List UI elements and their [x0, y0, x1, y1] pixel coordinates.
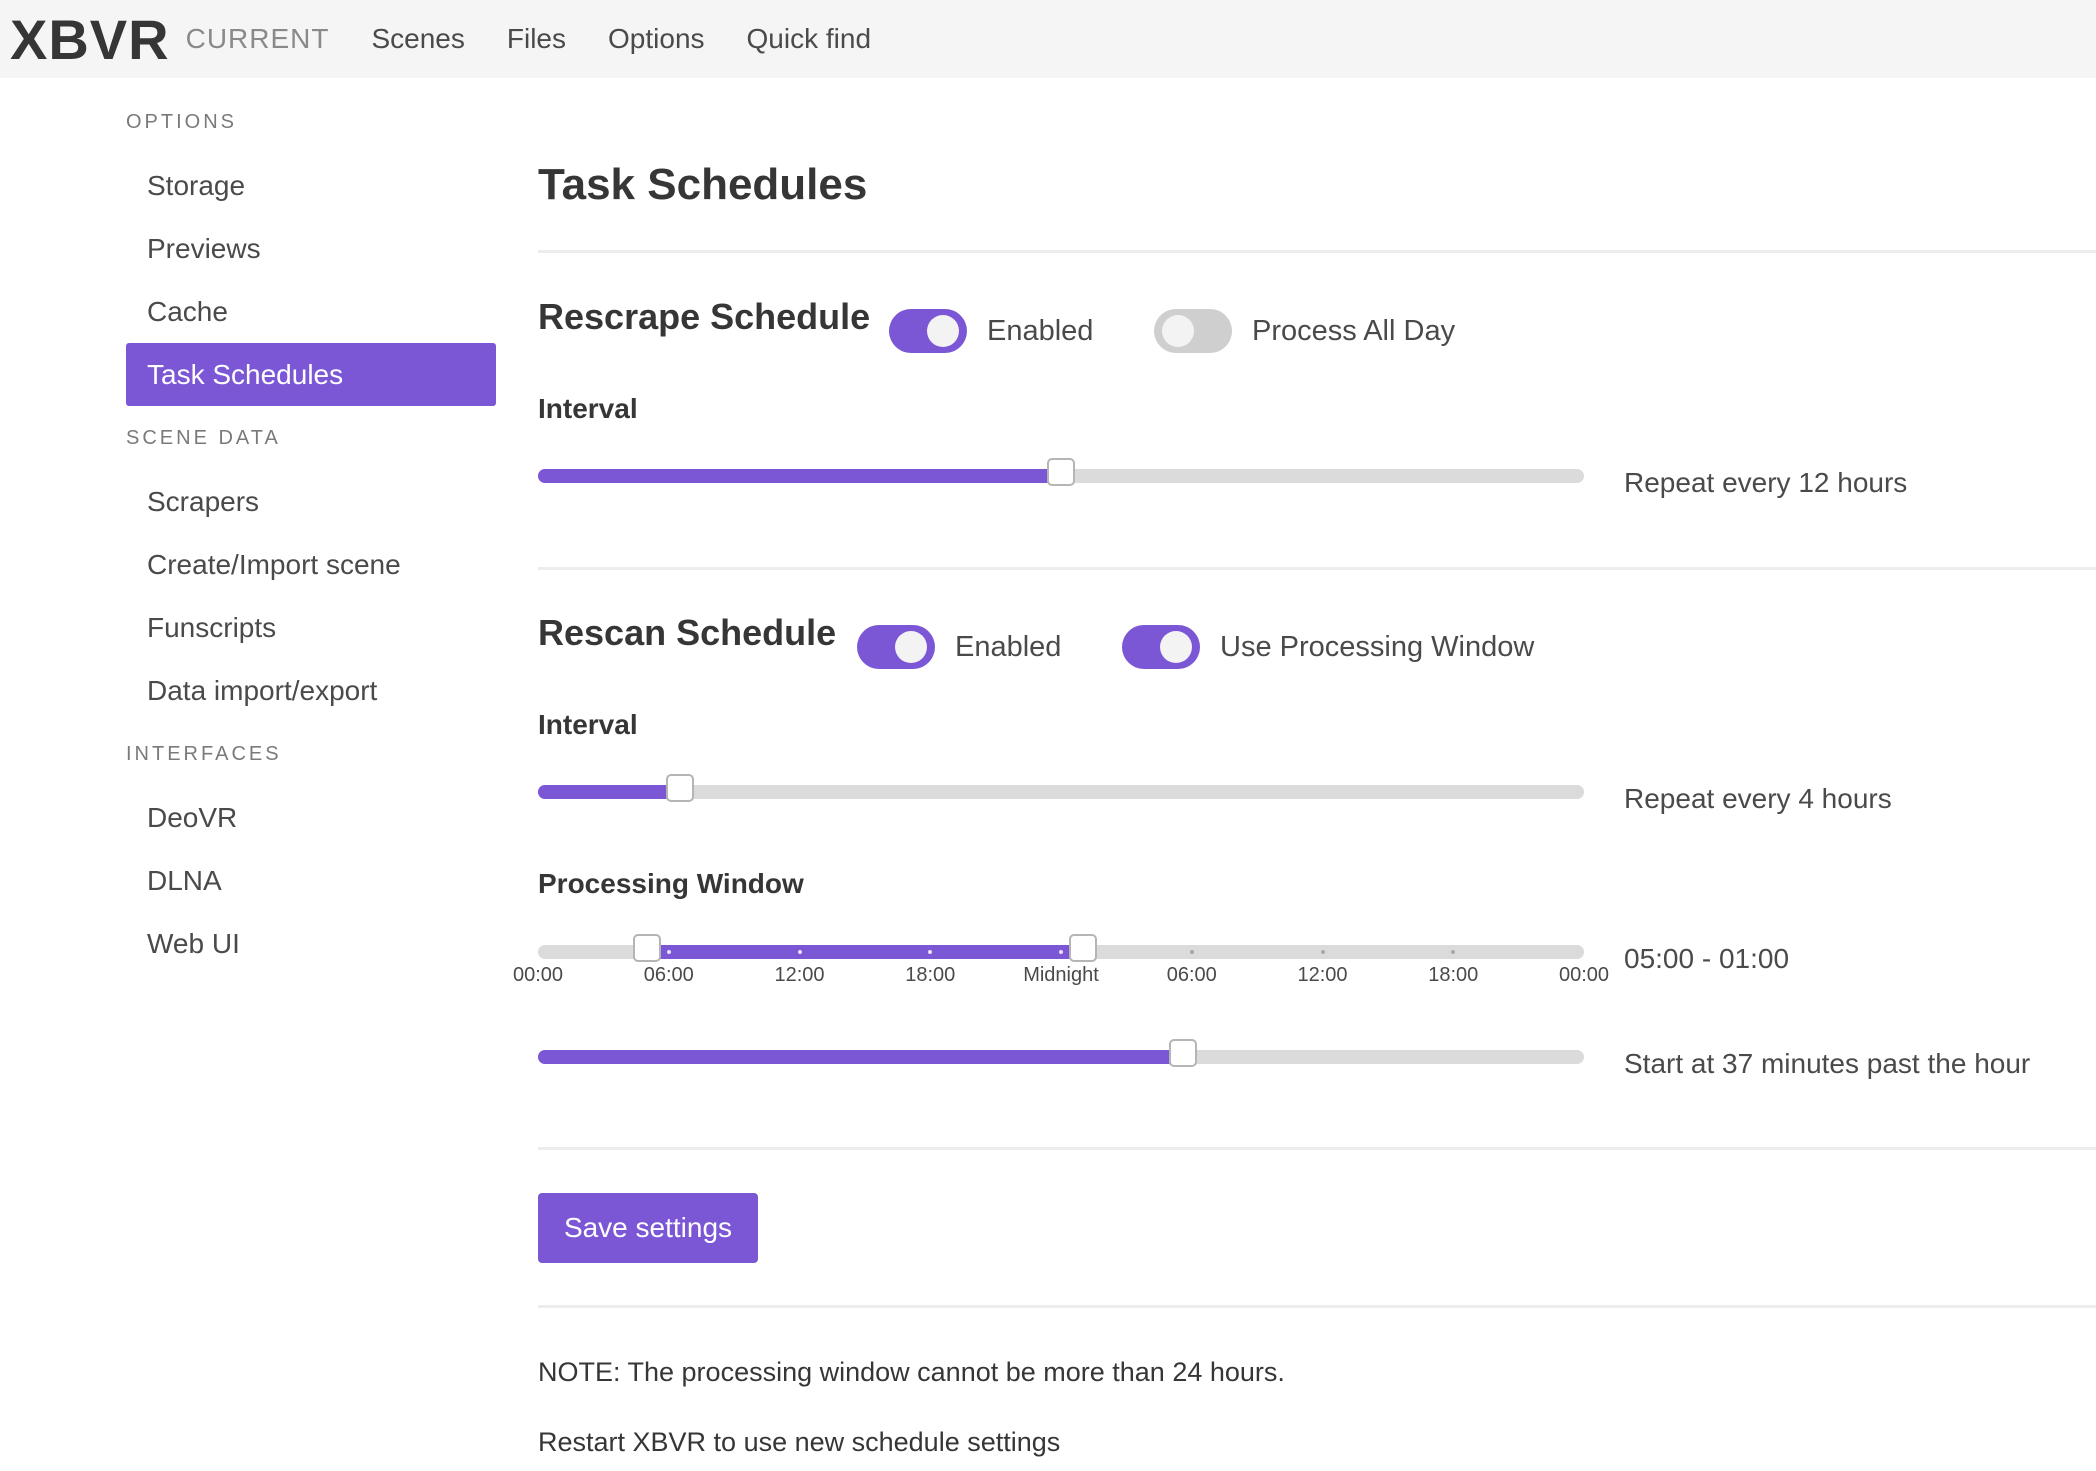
sidebar-item-task-schedules[interactable]: Task Schedules: [126, 343, 496, 406]
menu-list-interfaces: DeoVR DLNA Web UI: [126, 786, 496, 975]
sidebar-item-deovr[interactable]: DeoVR: [147, 802, 238, 833]
window-tick-label: 12:00: [774, 964, 825, 986]
sidebar-item-create-import-scene[interactable]: Create/Import scene: [147, 549, 401, 580]
slider-thumb[interactable]: [666, 774, 695, 802]
slider-fill: [538, 785, 681, 799]
window-tick-label: 06:00: [1166, 964, 1217, 986]
processing-window-note: NOTE: The processing window cannot be mo…: [538, 1357, 1285, 1387]
slider-tick: [1189, 950, 1194, 954]
sidebar-item-data-import-export[interactable]: Data import/export: [147, 675, 378, 706]
window-tick-label: 12:00: [1297, 964, 1348, 986]
processing-window-range-slider[interactable]: [538, 934, 1584, 962]
rescrape-interval-slider[interactable]: [538, 458, 1584, 486]
footer-divider: [538, 1305, 2096, 1308]
process-all-day-label: Process All Day: [1252, 314, 1456, 347]
menu-label-interfaces: INTERFACES: [126, 743, 282, 765]
slider-tick: [797, 950, 802, 954]
main-content: Task Schedules Rescrape Schedule Enabled…: [513, 0, 2096, 1471]
slider-tick: [666, 950, 671, 954]
nav-files[interactable]: Files: [506, 23, 567, 54]
menu-list-options: Storage Previews Cache Task Schedules: [126, 154, 496, 406]
rescrape-interval-text: Repeat every 12 hours: [1624, 467, 1908, 498]
toggle-track: [889, 309, 967, 353]
section-divider: [538, 1147, 2096, 1150]
nav-quick-find[interactable]: Quick find: [746, 23, 872, 54]
slider-tick: [1451, 950, 1456, 954]
toggle-knob: [1162, 315, 1194, 347]
start-minute-slider[interactable]: [538, 1039, 1584, 1067]
options-sidebar: OPTIONS Storage Previews Cache Task Sche…: [126, 110, 496, 975]
slider-tick: [928, 950, 933, 954]
processing-window-text: 05:00 - 01:00: [1624, 943, 1790, 974]
sidebar-item-scrapers[interactable]: Scrapers: [147, 486, 260, 517]
rescan-enabled-label: Enabled: [955, 630, 1062, 663]
window-tick-label: 18:00: [1428, 964, 1479, 986]
slider-fill: [538, 469, 1061, 483]
use-processing-window-toggle[interactable]: Use Processing Window: [1122, 625, 1534, 669]
rescan-interval-label: Interval: [538, 709, 638, 740]
slider-tick: [1059, 950, 1063, 954]
toggle-knob: [1160, 631, 1192, 663]
rescrape-enabled-toggle[interactable]: Enabled: [889, 309, 1093, 353]
toggle-track: [1122, 625, 1200, 669]
window-tick-labels: 00:00 06:00 12:00 18:00 Midnight 06:00 12:00 18…: [513, 964, 1609, 990]
sidebar-item-web-ui[interactable]: Web UI: [147, 928, 240, 959]
version-tag: CURRENT: [185, 23, 330, 54]
rescan-section-title: Rescan Schedule: [538, 612, 837, 653]
page-title: Task Schedules: [538, 160, 868, 209]
rescrape-section-title: Rescrape Schedule: [538, 296, 871, 337]
slider-rail: [538, 785, 1584, 799]
sidebar-item-funscripts[interactable]: Funscripts: [147, 612, 277, 643]
processing-window-label: Processing Window: [538, 868, 804, 899]
slider-tick: [1320, 950, 1325, 954]
toggle-knob: [895, 631, 927, 663]
rescan-interval-slider[interactable]: [538, 774, 1584, 802]
window-tick-label: 00:00: [512, 964, 564, 986]
slider-fill: [646, 945, 1083, 959]
app-logo[interactable]: XBVR: [10, 7, 170, 71]
toggle-track: [857, 625, 935, 669]
menu-list-scene-data: Scrapers Create/Import scene Funscripts …: [126, 470, 496, 722]
window-tick-label: Midnight: [1023, 964, 1099, 986]
slider-fill: [538, 1050, 1184, 1064]
process-all-day-toggle[interactable]: Process All Day: [1154, 309, 1455, 353]
sidebar-item-previews[interactable]: Previews: [147, 233, 261, 264]
save-settings-button[interactable]: Save settings: [538, 1193, 758, 1263]
nav-scenes[interactable]: Scenes: [371, 23, 465, 54]
sidebar-item-storage[interactable]: Storage: [147, 170, 246, 201]
window-end-thumb[interactable]: [1068, 934, 1097, 962]
rescrape-interval-label: Interval: [538, 393, 638, 424]
nav-options[interactable]: Options: [608, 23, 705, 54]
menu-label-options: OPTIONS: [126, 111, 238, 133]
restart-note: Restart XBVR to use new schedule setting…: [538, 1427, 1061, 1457]
slider-thumb[interactable]: [1169, 1039, 1198, 1067]
rescan-interval-text: Repeat every 4 hours: [1624, 783, 1892, 814]
start-minute-text: Start at 37 minutes past the hour: [1624, 1048, 2031, 1079]
menu-label-scene-data: SCENE DATA: [126, 427, 281, 449]
sidebar-item-dlna[interactable]: DLNA: [147, 865, 222, 896]
window-start-thumb[interactable]: [632, 934, 661, 962]
title-divider: [538, 250, 2096, 253]
slider-thumb[interactable]: [1047, 458, 1075, 486]
window-tick-label: 18:00: [905, 964, 956, 986]
use-processing-window-label: Use Processing Window: [1220, 630, 1535, 663]
rescan-enabled-toggle[interactable]: Enabled: [857, 625, 1061, 669]
rescrape-enabled-label: Enabled: [987, 314, 1094, 347]
window-tick-label: 06:00: [643, 964, 694, 986]
section-divider: [538, 567, 2096, 570]
top-navbar: XBVR CURRENT Scenes Files Options Quick …: [0, 0, 2096, 78]
toggle-knob: [927, 315, 959, 347]
toggle-track: [1154, 309, 1232, 353]
window-tick-label: 00:00: [1558, 964, 1610, 986]
sidebar-item-cache[interactable]: Cache: [147, 296, 228, 327]
